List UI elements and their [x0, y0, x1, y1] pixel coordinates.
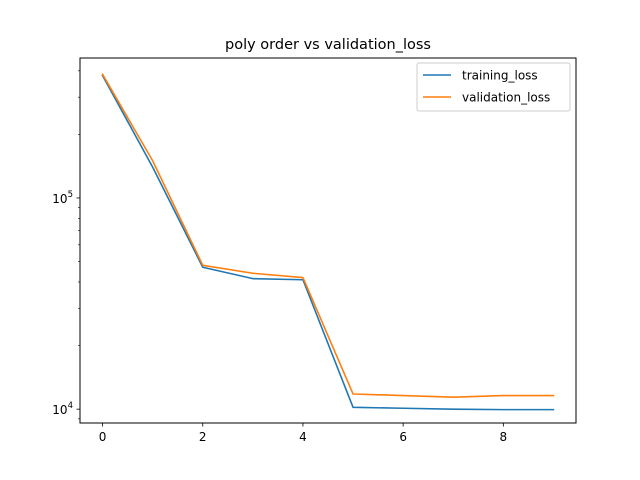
y-tick-label-exponent: 5: [68, 190, 73, 200]
y-tick-label: 104: [52, 401, 73, 417]
y-tick-label-base: 10: [52, 403, 67, 417]
series-line-validation_loss: [101, 73, 555, 398]
axes-frame: [79, 57, 577, 424]
x-tick-label: 2: [199, 430, 207, 444]
series-layer: [101, 73, 555, 411]
y-tick-label-base: 10: [52, 192, 67, 206]
x-tick-label: 6: [399, 430, 407, 444]
series-line-training_loss: [101, 74, 555, 411]
legend-label: training_loss: [462, 69, 538, 83]
legend-label: validation_loss: [462, 91, 550, 105]
legend: training_loss validation_loss: [416, 62, 571, 112]
legend-box: [416, 62, 571, 112]
chart-title: poly order vs validation_loss: [225, 37, 431, 53]
y-tick-label-exponent: 4: [68, 401, 73, 411]
x-axis: 0 2 4 6 8: [99, 423, 507, 444]
x-tick-label: 8: [500, 430, 508, 444]
y-tick-label: 105: [52, 190, 73, 206]
x-tick-label: 4: [299, 430, 307, 444]
x-tick-label: 0: [99, 430, 107, 444]
